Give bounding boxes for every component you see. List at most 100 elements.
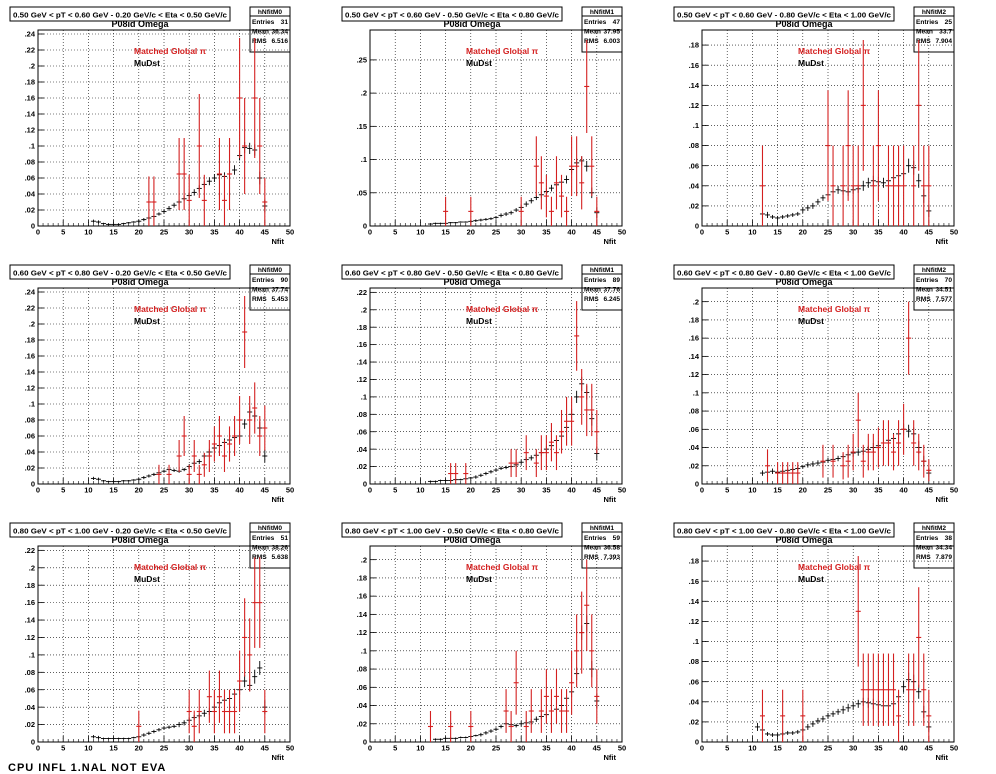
x-tick-label: 50 — [950, 486, 958, 495]
stats-label: Mean — [916, 545, 933, 552]
cut-label-box — [9, 522, 231, 538]
mudst-point — [498, 724, 504, 729]
matched-point — [548, 689, 554, 733]
stats-label: Entries — [584, 277, 607, 284]
mudst-point — [166, 725, 172, 729]
mudst-point — [835, 708, 841, 715]
matched-point — [574, 301, 580, 371]
legend-matched: Matched Global π — [798, 562, 871, 572]
mudst-point — [151, 472, 157, 476]
y-tick-label: .2 — [693, 297, 699, 306]
stats-value: 90 — [281, 277, 289, 284]
matched-point — [921, 145, 927, 226]
matched-point — [921, 653, 927, 726]
mudst-point — [815, 460, 821, 466]
mudst-point — [478, 473, 484, 478]
y-tick-label: .16 — [357, 340, 367, 349]
y-tick-label: .02 — [357, 462, 367, 471]
mudst-point — [906, 424, 912, 438]
x-tick-label: 20 — [467, 744, 475, 753]
x-axis-label: Nfit — [272, 753, 285, 762]
mudst-point — [453, 737, 459, 740]
mudst-point — [825, 712, 831, 719]
y-tick-label: .14 — [25, 110, 36, 119]
stats-value: 37.76 — [603, 287, 620, 294]
y-tick-label: .08 — [25, 668, 35, 677]
stats-name: hNfitM1 — [590, 267, 615, 274]
y-tick-label: .12 — [689, 101, 699, 110]
chart-panel: 0.80 GeV < pT < 1.00 GeV - 0.20 GeV/c < … — [9, 522, 294, 762]
matched-point — [911, 420, 917, 466]
matched-point — [513, 449, 519, 478]
matched-point — [201, 174, 207, 226]
matched-point — [759, 689, 765, 742]
mudst-point — [458, 221, 464, 223]
mudst-point — [478, 732, 484, 737]
chart-title: P08id Omega — [443, 277, 501, 287]
x-tick-label: 30 — [185, 744, 193, 753]
matched-point — [891, 653, 897, 726]
x-tick-label: 5 — [725, 744, 729, 753]
x-tick-label: 30 — [517, 486, 525, 495]
mudst-point — [493, 468, 499, 472]
mudst-point — [810, 461, 816, 467]
stats-value: 7.879 — [935, 554, 952, 561]
y-tick-label: .06 — [689, 677, 699, 686]
mudst-point — [443, 479, 449, 482]
mudst-point — [161, 726, 167, 730]
mudst-point — [835, 455, 841, 462]
y-tick-label: .16 — [25, 598, 35, 607]
matched-point — [201, 452, 207, 477]
mudst-point — [770, 732, 776, 737]
matched-point — [543, 174, 549, 218]
y-tick-label: .12 — [357, 628, 367, 637]
matched-point — [845, 444, 851, 478]
stats-label: RMS — [252, 38, 267, 45]
x-tick-label: 30 — [185, 486, 193, 495]
mudst-point — [815, 717, 821, 724]
x-tick-label: 5 — [61, 486, 65, 495]
matched-point — [870, 653, 876, 726]
matched-point — [569, 136, 575, 197]
mudst-point — [775, 732, 781, 737]
matched-point — [262, 689, 268, 734]
stats-value: 70 — [945, 277, 953, 284]
y-tick-label: .16 — [25, 352, 35, 361]
chart-title: P08id Omega — [775, 19, 833, 29]
x-tick-label: 10 — [748, 486, 756, 495]
mudst-point — [458, 736, 464, 739]
stats-value: 7.577 — [935, 296, 952, 303]
matched-point — [216, 670, 222, 723]
y-tick-label: .2 — [361, 89, 367, 98]
x-tick-label: 35 — [874, 744, 882, 753]
mudst-point — [528, 455, 534, 461]
mudst-point — [146, 474, 152, 478]
x-tick-label: 50 — [286, 228, 294, 237]
matched-point — [242, 598, 248, 677]
x-tick-label: 10 — [748, 228, 756, 237]
legend-matched: Matched Global π — [466, 562, 539, 572]
matched-point — [443, 196, 449, 226]
y-tick-label: 0 — [695, 738, 699, 747]
mudst-point — [458, 478, 464, 481]
mudst-point — [463, 736, 469, 739]
matched-point — [885, 145, 891, 226]
x-tick-label: 15 — [441, 486, 449, 495]
x-tick-label: 30 — [185, 228, 193, 237]
y-tick-label: .16 — [689, 334, 699, 343]
mudst-point — [201, 709, 207, 717]
stats-label: RMS — [252, 296, 267, 303]
legend-mudst: MuDst — [466, 316, 492, 326]
matched-point — [860, 444, 866, 478]
mudst-point — [498, 213, 504, 218]
x-tick-label: 15 — [773, 486, 781, 495]
matched-point — [574, 136, 580, 197]
y-tick-label: .08 — [25, 158, 35, 167]
stats-label: Entries — [916, 535, 939, 542]
chart-title: P08id Omega — [443, 19, 501, 29]
matched-point — [252, 557, 258, 648]
matched-point — [518, 196, 524, 226]
x-tick-label: 35 — [874, 486, 882, 495]
x-tick-label: 0 — [368, 228, 372, 237]
mudst-point — [427, 480, 433, 483]
